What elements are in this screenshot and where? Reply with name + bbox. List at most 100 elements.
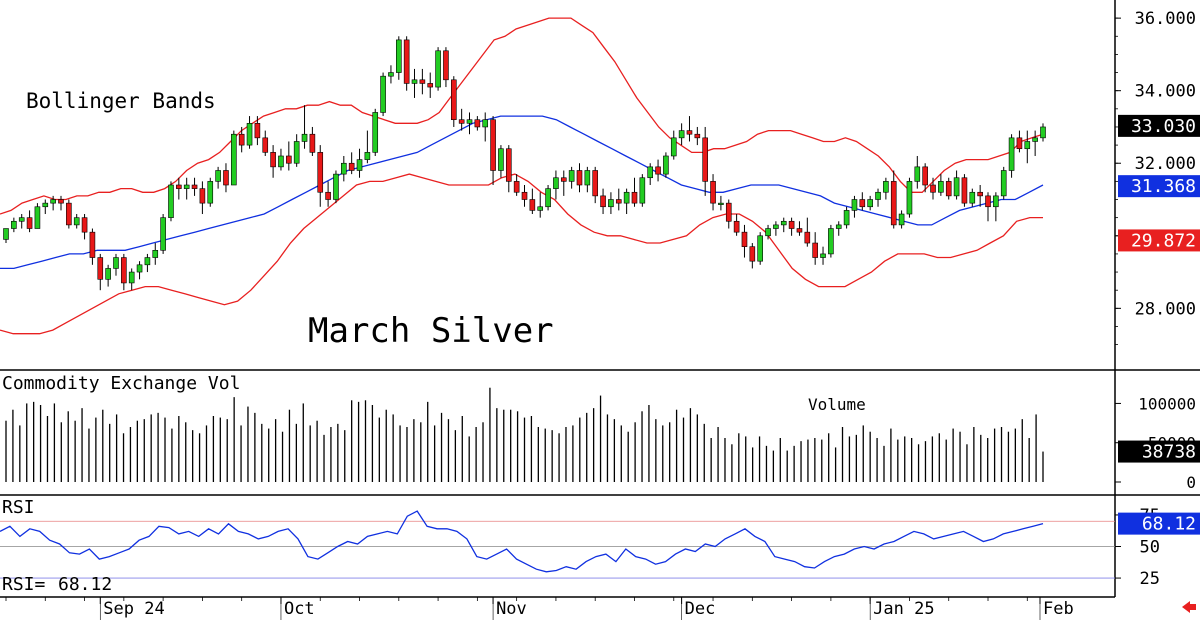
rsi-line	[0, 510, 1044, 573]
candle-body	[1000, 170, 1007, 197]
candle-body	[238, 133, 245, 146]
rsi-tick-label: 50	[1140, 538, 1160, 558]
candle-body	[474, 119, 481, 128]
candle-body	[812, 242, 818, 258]
rsi-panel	[0, 510, 1115, 579]
candle-body	[977, 191, 983, 197]
candle-body	[529, 199, 536, 211]
candle-body	[466, 119, 473, 124]
scroll-arrow-icon[interactable]	[1182, 601, 1196, 613]
candle-body	[183, 184, 190, 189]
month-label: Oct	[284, 599, 315, 619]
candle-body	[961, 177, 968, 204]
candle-body	[270, 152, 276, 168]
candle-body	[89, 231, 96, 258]
candle-body	[121, 257, 127, 284]
candle-body	[1032, 137, 1038, 142]
candle-body	[608, 199, 614, 208]
candle-body	[875, 191, 881, 200]
candle-body	[42, 202, 49, 208]
candle-body	[458, 119, 465, 124]
candle-body	[11, 220, 17, 229]
candle-body	[231, 133, 237, 186]
candle-body	[835, 224, 842, 229]
candle-body	[333, 173, 339, 200]
rsi-readout-label: RSI=	[2, 574, 46, 595]
candle-body	[388, 72, 394, 77]
candle-body	[820, 253, 826, 258]
candle-body	[914, 166, 921, 182]
candle-body	[66, 202, 72, 226]
candle-body	[246, 123, 253, 146]
candle-body	[851, 199, 858, 211]
candle-body	[828, 228, 834, 255]
candle-body	[364, 152, 371, 160]
volume-tick-label: 0	[1186, 473, 1196, 492]
candle-body	[254, 123, 261, 139]
candle-body	[1016, 137, 1023, 150]
candle-body	[600, 195, 606, 208]
candle-body	[293, 141, 300, 164]
candle-body	[615, 199, 622, 204]
candle-body	[930, 184, 936, 193]
candle-body	[985, 195, 991, 208]
candle-body	[207, 181, 214, 204]
candle-body	[804, 231, 811, 244]
candle-body	[945, 181, 952, 197]
candle-body	[631, 191, 638, 204]
candle-body	[639, 177, 646, 204]
candle-body	[18, 217, 25, 222]
candle-body	[513, 181, 520, 193]
candle-body	[97, 257, 104, 280]
candle-body	[969, 191, 976, 204]
candle-body	[788, 220, 795, 229]
candle-body	[655, 166, 661, 175]
candle-body	[898, 213, 905, 226]
chart-frame	[0, 0, 1200, 598]
volume-legend: Volume	[808, 395, 866, 414]
bollinger-line-0	[0, 17, 1044, 215]
candle-body	[867, 199, 873, 208]
candle-body	[341, 162, 347, 175]
candle-body	[780, 220, 787, 226]
candle-body	[50, 199, 56, 204]
price-panel	[0, 17, 1046, 335]
candle-body	[73, 217, 80, 226]
month-label: Dec	[685, 599, 716, 619]
candle-body	[380, 75, 386, 113]
candle-body	[647, 166, 653, 179]
candle-body	[278, 155, 284, 168]
rsi-readout-value: 68.12	[58, 574, 112, 595]
candle-body	[396, 39, 402, 73]
candle-body	[498, 148, 504, 171]
candle-body	[113, 257, 119, 269]
candle-body	[938, 181, 944, 193]
candle-body	[757, 235, 763, 262]
candle-body	[702, 137, 708, 182]
candle-body	[490, 119, 496, 171]
bollinger-bands-label: Bollinger Bands	[26, 89, 216, 113]
value-box-label: 29.872	[1131, 230, 1196, 251]
candle-body	[765, 228, 771, 237]
candle-body	[309, 133, 316, 153]
month-label: Jan 25	[873, 599, 934, 619]
candle-body	[890, 181, 897, 226]
candle-body	[718, 202, 724, 205]
candle-body	[443, 50, 449, 81]
candle-body	[26, 217, 33, 229]
volume-panel-title: Commodity Exchange Vol	[2, 373, 240, 394]
candle-body	[168, 184, 174, 218]
candle-body	[560, 177, 567, 182]
candle-body	[545, 188, 551, 208]
value-box	[1118, 175, 1200, 198]
volume-value-box-label: 38738	[1142, 442, 1196, 463]
candle-body	[678, 130, 685, 139]
price-chart-title: March Silver	[308, 311, 554, 351]
rsi-panel-title: RSI	[2, 497, 35, 518]
candle-body	[176, 184, 182, 189]
candle-body	[435, 50, 441, 88]
candle-body	[568, 170, 575, 182]
x-axis-month-labels: Sep 24 Oct Nov Dec Jan 25 Feb	[5, 597, 1074, 620]
rsi-value-box-label: 68.12	[1142, 514, 1196, 535]
